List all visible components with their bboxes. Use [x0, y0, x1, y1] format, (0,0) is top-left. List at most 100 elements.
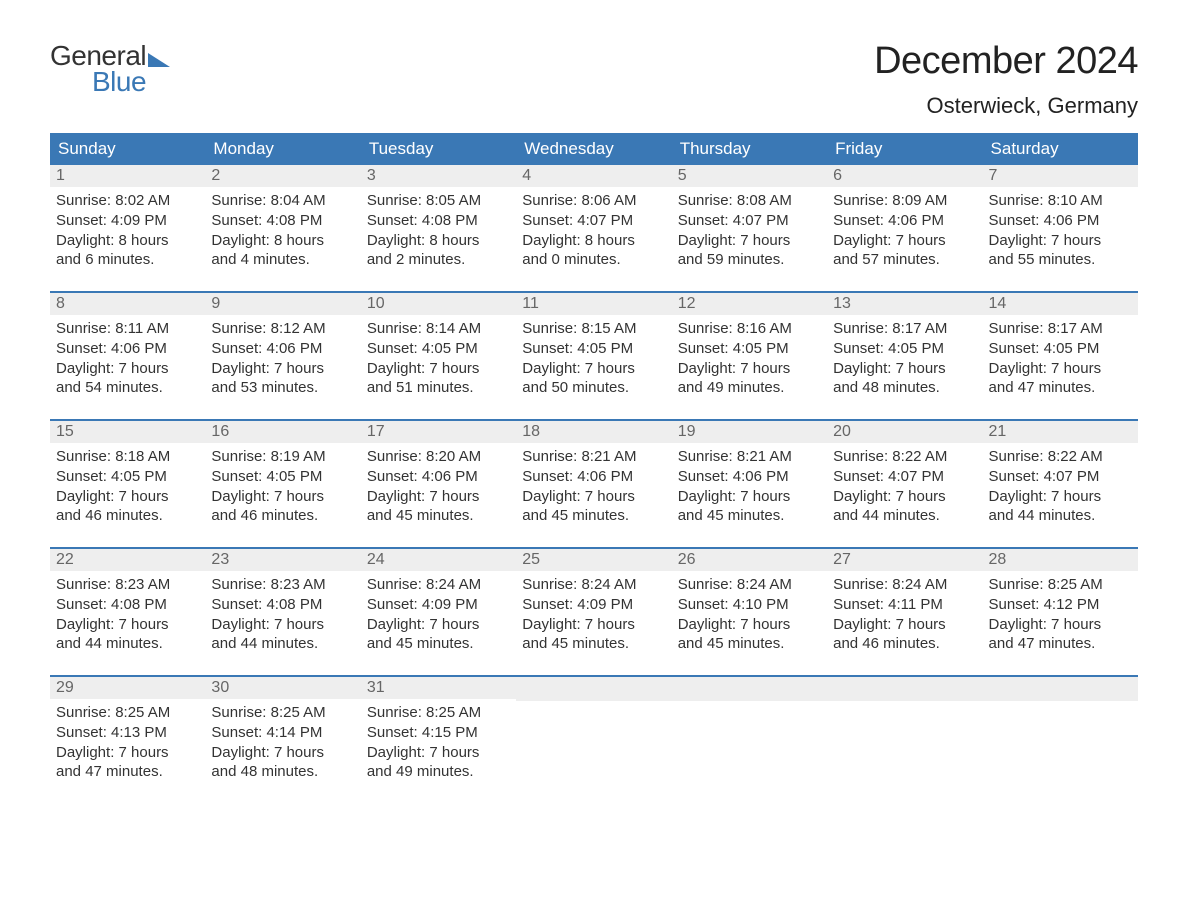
calendar-week: 8Sunrise: 8:11 AMSunset: 4:06 PMDaylight…: [50, 291, 1138, 419]
calendar-cell: [672, 677, 827, 803]
logo-text-2: Blue: [92, 66, 146, 98]
sunrise-text: Sunrise: 8:08 AM: [678, 191, 821, 211]
sunset-text: Sunset: 4:11 PM: [833, 595, 976, 615]
calendar-cell: 28Sunrise: 8:25 AMSunset: 4:12 PMDayligh…: [983, 549, 1138, 675]
day-details: Sunrise: 8:25 AMSunset: 4:15 PMDaylight:…: [361, 699, 516, 792]
calendar-cell: 14Sunrise: 8:17 AMSunset: 4:05 PMDayligh…: [983, 293, 1138, 419]
daylight-line1: Daylight: 7 hours: [833, 231, 976, 251]
sunset-text: Sunset: 4:07 PM: [678, 211, 821, 231]
calendar-cell: 16Sunrise: 8:19 AMSunset: 4:05 PMDayligh…: [205, 421, 360, 547]
daylight-line1: Daylight: 7 hours: [367, 615, 510, 635]
day-number: [516, 677, 671, 701]
sunset-text: Sunset: 4:06 PM: [522, 467, 665, 487]
calendar-cell: 9Sunrise: 8:12 AMSunset: 4:06 PMDaylight…: [205, 293, 360, 419]
daylight-line1: Daylight: 7 hours: [678, 359, 821, 379]
daylight-line2: and 53 minutes.: [211, 378, 354, 398]
daylight-line1: Daylight: 7 hours: [522, 487, 665, 507]
daylight-line2: and 47 minutes.: [989, 634, 1132, 654]
daylight-line2: and 45 minutes.: [522, 506, 665, 526]
daylight-line2: and 45 minutes.: [367, 506, 510, 526]
sunset-text: Sunset: 4:06 PM: [989, 211, 1132, 231]
sunrise-text: Sunrise: 8:15 AM: [522, 319, 665, 339]
sunset-text: Sunset: 4:10 PM: [678, 595, 821, 615]
day-number: 10: [361, 293, 516, 315]
calendar-cell: 19Sunrise: 8:21 AMSunset: 4:06 PMDayligh…: [672, 421, 827, 547]
day-details: Sunrise: 8:20 AMSunset: 4:06 PMDaylight:…: [361, 443, 516, 536]
daylight-line1: Daylight: 7 hours: [367, 487, 510, 507]
sunrise-text: Sunrise: 8:24 AM: [522, 575, 665, 595]
day-details: Sunrise: 8:24 AMSunset: 4:10 PMDaylight:…: [672, 571, 827, 664]
day-header-saturday: Saturday: [983, 133, 1138, 165]
day-details: Sunrise: 8:23 AMSunset: 4:08 PMDaylight:…: [205, 571, 360, 664]
daylight-line1: Daylight: 7 hours: [989, 487, 1132, 507]
sunset-text: Sunset: 4:08 PM: [367, 211, 510, 231]
calendar-cell: 17Sunrise: 8:20 AMSunset: 4:06 PMDayligh…: [361, 421, 516, 547]
page-subtitle: Osterwieck, Germany: [874, 93, 1138, 119]
day-details: Sunrise: 8:24 AMSunset: 4:11 PMDaylight:…: [827, 571, 982, 664]
calendar-cell: 24Sunrise: 8:24 AMSunset: 4:09 PMDayligh…: [361, 549, 516, 675]
sunset-text: Sunset: 4:05 PM: [211, 467, 354, 487]
day-details: Sunrise: 8:25 AMSunset: 4:13 PMDaylight:…: [50, 699, 205, 792]
daylight-line2: and 46 minutes.: [833, 634, 976, 654]
day-number: 5: [672, 165, 827, 187]
day-number: 15: [50, 421, 205, 443]
sunrise-text: Sunrise: 8:22 AM: [989, 447, 1132, 467]
day-details: Sunrise: 8:09 AMSunset: 4:06 PMDaylight:…: [827, 187, 982, 280]
day-number: 27: [827, 549, 982, 571]
day-number: 6: [827, 165, 982, 187]
day-details: Sunrise: 8:22 AMSunset: 4:07 PMDaylight:…: [983, 443, 1138, 536]
calendar-week: 29Sunrise: 8:25 AMSunset: 4:13 PMDayligh…: [50, 675, 1138, 803]
calendar-cell: 18Sunrise: 8:21 AMSunset: 4:06 PMDayligh…: [516, 421, 671, 547]
sunrise-text: Sunrise: 8:21 AM: [522, 447, 665, 467]
daylight-line2: and 51 minutes.: [367, 378, 510, 398]
daylight-line1: Daylight: 7 hours: [833, 487, 976, 507]
sunset-text: Sunset: 4:12 PM: [989, 595, 1132, 615]
daylight-line2: and 59 minutes.: [678, 250, 821, 270]
day-number: 17: [361, 421, 516, 443]
sunrise-text: Sunrise: 8:06 AM: [522, 191, 665, 211]
day-details: Sunrise: 8:16 AMSunset: 4:05 PMDaylight:…: [672, 315, 827, 408]
day-details: Sunrise: 8:15 AMSunset: 4:05 PMDaylight:…: [516, 315, 671, 408]
sunrise-text: Sunrise: 8:18 AM: [56, 447, 199, 467]
calendar-cell: [983, 677, 1138, 803]
day-details: Sunrise: 8:22 AMSunset: 4:07 PMDaylight:…: [827, 443, 982, 536]
sunset-text: Sunset: 4:06 PM: [833, 211, 976, 231]
daylight-line1: Daylight: 7 hours: [678, 231, 821, 251]
daylight-line1: Daylight: 8 hours: [211, 231, 354, 251]
calendar-cell: 23Sunrise: 8:23 AMSunset: 4:08 PMDayligh…: [205, 549, 360, 675]
sunset-text: Sunset: 4:07 PM: [989, 467, 1132, 487]
sunrise-text: Sunrise: 8:23 AM: [211, 575, 354, 595]
day-number: 19: [672, 421, 827, 443]
sunset-text: Sunset: 4:15 PM: [367, 723, 510, 743]
calendar-cell: 3Sunrise: 8:05 AMSunset: 4:08 PMDaylight…: [361, 165, 516, 291]
daylight-line1: Daylight: 7 hours: [367, 359, 510, 379]
day-number: 11: [516, 293, 671, 315]
daylight-line2: and 44 minutes.: [833, 506, 976, 526]
day-details: Sunrise: 8:11 AMSunset: 4:06 PMDaylight:…: [50, 315, 205, 408]
daylight-line1: Daylight: 7 hours: [211, 359, 354, 379]
day-details: Sunrise: 8:21 AMSunset: 4:06 PMDaylight:…: [516, 443, 671, 536]
day-header-friday: Friday: [827, 133, 982, 165]
daylight-line2: and 6 minutes.: [56, 250, 199, 270]
day-header-monday: Monday: [205, 133, 360, 165]
daylight-line1: Daylight: 7 hours: [211, 615, 354, 635]
daylight-line2: and 50 minutes.: [522, 378, 665, 398]
daylight-line2: and 55 minutes.: [989, 250, 1132, 270]
sunset-text: Sunset: 4:09 PM: [367, 595, 510, 615]
daylight-line2: and 0 minutes.: [522, 250, 665, 270]
calendar-cell: 2Sunrise: 8:04 AMSunset: 4:08 PMDaylight…: [205, 165, 360, 291]
daylight-line1: Daylight: 7 hours: [989, 359, 1132, 379]
daylight-line1: Daylight: 7 hours: [522, 615, 665, 635]
logo-triangle-icon: [148, 53, 170, 67]
sunrise-text: Sunrise: 8:20 AM: [367, 447, 510, 467]
daylight-line1: Daylight: 7 hours: [833, 615, 976, 635]
day-header-row: Sunday Monday Tuesday Wednesday Thursday…: [50, 133, 1138, 165]
daylight-line2: and 49 minutes.: [678, 378, 821, 398]
day-number: 12: [672, 293, 827, 315]
sunrise-text: Sunrise: 8:22 AM: [833, 447, 976, 467]
daylight-line1: Daylight: 8 hours: [522, 231, 665, 251]
day-details: Sunrise: 8:23 AMSunset: 4:08 PMDaylight:…: [50, 571, 205, 664]
day-number: [672, 677, 827, 701]
calendar-cell: 13Sunrise: 8:17 AMSunset: 4:05 PMDayligh…: [827, 293, 982, 419]
daylight-line2: and 44 minutes.: [989, 506, 1132, 526]
